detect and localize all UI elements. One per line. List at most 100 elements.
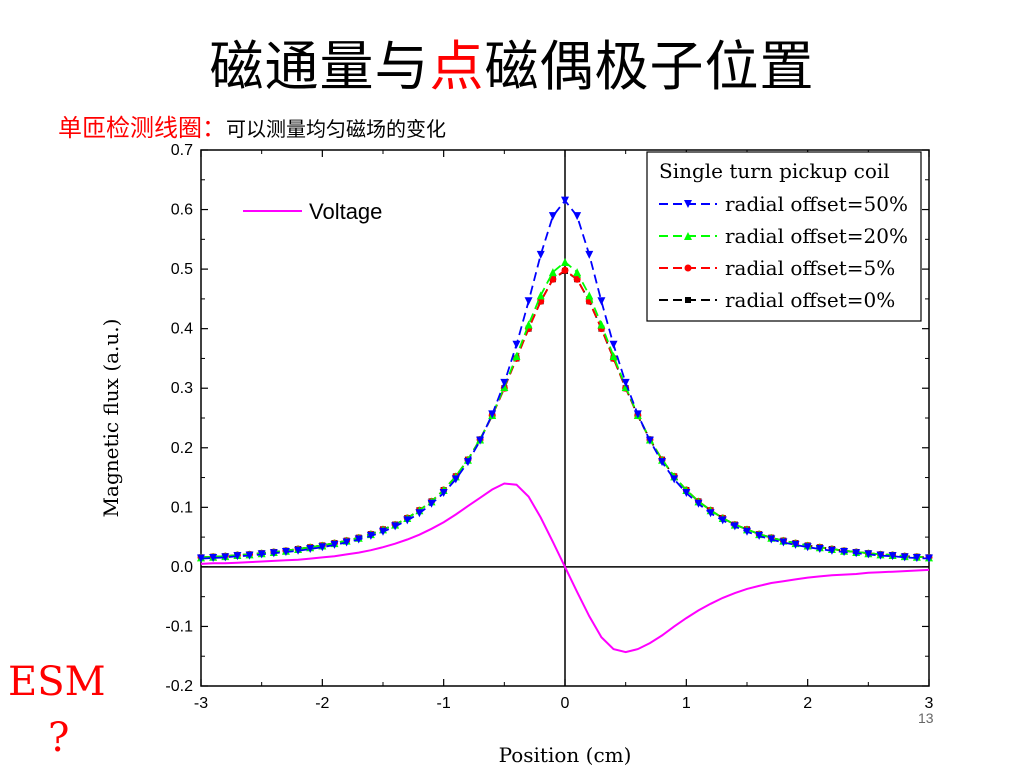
data-point (197, 554, 205, 563)
title-part1: 磁通量与 (209, 35, 430, 98)
legend-entry-voltage: Voltage (309, 199, 382, 224)
data-point (294, 546, 303, 555)
y-tick-label: -0.1 (165, 618, 193, 635)
legend-swatch-marker (684, 232, 692, 240)
data-point (925, 554, 933, 563)
y-tick-label: 0.3 (171, 380, 193, 397)
data-point (354, 535, 363, 544)
legend-layer: Single turn pickup coil radial offset=50%… (243, 151, 922, 322)
data-point (718, 516, 727, 525)
x-tick-label: -3 (194, 695, 208, 712)
data-point (537, 297, 545, 305)
legend-swatch-marker (684, 200, 692, 208)
data-point (366, 531, 375, 540)
data-point (403, 516, 412, 525)
data-point (512, 340, 521, 349)
data-point (306, 545, 315, 554)
data-point (791, 540, 800, 549)
data-point (682, 489, 691, 498)
series-layer (197, 196, 933, 654)
y-tick-label: 0.2 (171, 440, 193, 457)
data-point (670, 475, 679, 484)
data-point (864, 550, 873, 559)
title-part2: 磁偶极子位置 (484, 35, 815, 98)
data-point (694, 499, 703, 508)
y-tick-label: 0.4 (171, 321, 193, 338)
data-point (888, 552, 897, 561)
data-point (609, 340, 618, 349)
data-point (573, 212, 582, 221)
subtitle-black: 可以测量均匀磁场的变化 (226, 117, 446, 141)
data-point (840, 548, 849, 556)
legend-entry: radial offset=50% (725, 192, 908, 216)
data-point (548, 268, 557, 277)
data-point (585, 291, 594, 300)
data-point (827, 546, 836, 555)
data-point (257, 550, 266, 559)
x-tick-label: 2 (803, 695, 812, 712)
y-tick-label: 0.7 (171, 142, 193, 159)
x-tick-label: -1 (437, 695, 451, 712)
data-point (852, 549, 861, 558)
series-line-voltage (200, 482, 930, 654)
data-point (500, 378, 509, 387)
data-point (451, 475, 460, 484)
data-point (767, 535, 776, 544)
series-voltage (200, 482, 930, 654)
legend-swatch-marker (684, 264, 692, 272)
data-point (391, 522, 400, 531)
subtitle: 单匝检测线圈：可以测量均匀磁场的变化 (58, 108, 446, 143)
slide-title: 磁通量与点磁偶极子位置 (0, 22, 1024, 101)
data-point (330, 540, 339, 549)
data-point (876, 551, 885, 560)
data-point (597, 320, 606, 329)
data-point (755, 531, 764, 540)
x-tick-label: 0 (561, 695, 570, 712)
y-axis-label: Magnetic flux (a.u.) (99, 319, 123, 518)
legend-title: Single turn pickup coil (659, 159, 890, 183)
x-tick-label: 3 (925, 695, 934, 712)
axes-layer: -3 -2 -1 0 1 2 3 -0.2 -0.1 0.0 0.1 0.2 0.3 0.4 0.5 0.6 0… (99, 142, 934, 767)
data-point (585, 250, 594, 259)
legend-entry: radial offset=0% (725, 288, 895, 312)
data-point (221, 553, 230, 562)
page-number: 13 (918, 710, 934, 726)
x-tick-label: 1 (682, 695, 691, 712)
data-point (609, 352, 618, 361)
data-point (548, 212, 557, 221)
data-point (233, 552, 242, 561)
data-point (245, 551, 254, 560)
data-point (342, 538, 351, 547)
data-point (561, 196, 569, 205)
data-point (779, 538, 788, 547)
data-point (633, 410, 642, 419)
title-highlight: 点 (429, 35, 485, 98)
data-point (439, 489, 448, 498)
esm-label: ESM (8, 659, 106, 705)
data-point (621, 378, 630, 387)
data-point (730, 522, 739, 531)
data-point (209, 553, 218, 562)
data-point (415, 509, 424, 518)
data-point (573, 275, 581, 283)
y-tick-label: 0.0 (171, 559, 193, 576)
y-tick-label: -0.2 (165, 678, 193, 695)
data-point (561, 266, 569, 274)
y-tick-label: 0.1 (171, 499, 193, 516)
data-point (645, 436, 654, 445)
legend-entry: radial offset=5% (725, 256, 895, 280)
data-point (536, 250, 545, 259)
data-point (803, 543, 812, 552)
data-point (463, 458, 472, 467)
data-point (476, 436, 485, 445)
series-radial-offset-50 (197, 196, 933, 563)
data-point (912, 553, 921, 562)
legend-swatch-marker (685, 297, 691, 303)
data-point (658, 458, 667, 467)
data-point (524, 297, 533, 306)
data-point (524, 320, 533, 329)
x-tick-label: -2 (315, 695, 329, 712)
data-point (706, 509, 715, 518)
data-point (500, 383, 509, 392)
esm-question: ? (48, 715, 70, 761)
